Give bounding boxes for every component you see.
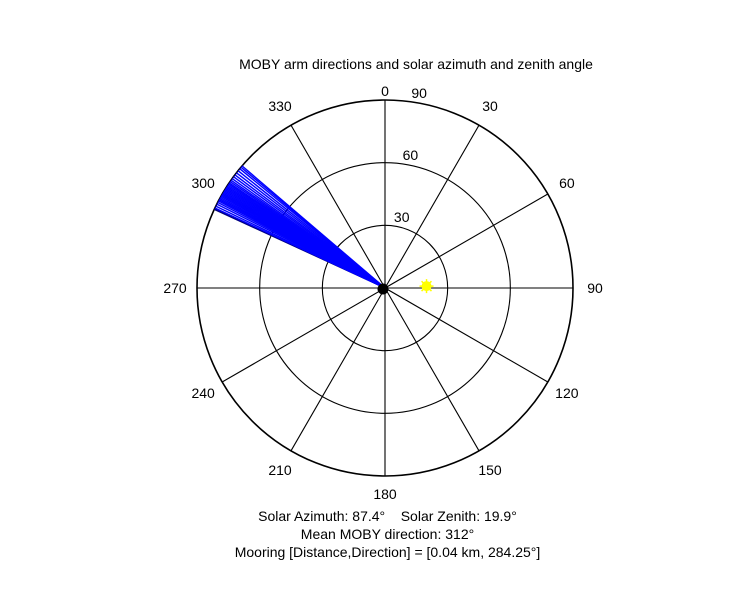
chart-title: MOBY arm directions and solar azimuth an…	[239, 56, 593, 72]
arm-direction-lines	[213, 165, 386, 289]
mooring-text: Mooring [Distance,Direction] = [0.04 km,…	[234, 544, 541, 560]
angle-tick-label: 330	[268, 98, 292, 114]
angle-tick-label: 30	[482, 98, 498, 114]
solar-ray	[425, 280, 433, 287]
angle-tick-label: 90	[587, 280, 603, 296]
mean-moby-direction-text: Mean MOBY direction: 312°	[300, 526, 475, 542]
solar-ray	[425, 285, 433, 292]
solar-angles-text: Solar Azimuth: 87.4° Solar Zenith: 19.9°	[258, 508, 517, 524]
angle-tick-label: 210	[268, 462, 292, 478]
radial-tick-label: 60	[403, 147, 419, 163]
chart-markers	[377, 279, 434, 295]
tick-labels: 0 30 60 90 120 150 180 210 240 270 300 330 30 60 90	[163, 83, 603, 502]
angle-tick-label: 60	[559, 175, 575, 191]
center-marker	[377, 283, 389, 295]
angle-tick-label: 180	[373, 486, 397, 502]
radial-tick-label: 30	[394, 209, 410, 225]
arm-line	[241, 165, 386, 289]
angle-tick-label: 300	[191, 175, 215, 191]
angle-tick-label: 240	[191, 385, 215, 401]
angle-tick-label: 270	[163, 280, 187, 296]
radial-tick-label: 90	[411, 85, 427, 101]
solar-ray	[421, 280, 428, 287]
angle-tick-label: 0	[381, 83, 389, 99]
angle-tick-label: 150	[478, 462, 502, 478]
solar-ray	[421, 285, 428, 292]
solar-marker	[419, 279, 434, 294]
angle-tick-label: 120	[555, 385, 579, 401]
